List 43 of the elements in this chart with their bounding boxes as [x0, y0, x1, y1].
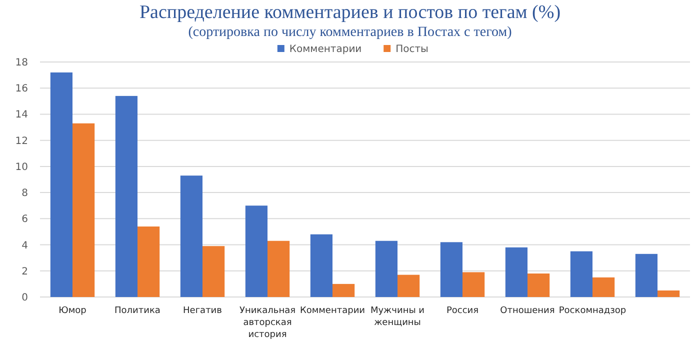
x-tick-label: Россия: [446, 306, 479, 316]
bar: [245, 206, 268, 297]
y-tick-label: 2: [22, 266, 28, 278]
y-tick-label: 4: [22, 240, 28, 252]
bar: [635, 254, 658, 297]
x-tick-label: Уникальная авторская история: [239, 306, 296, 340]
y-tick-label: 16: [15, 84, 28, 95]
bar: [658, 290, 680, 297]
x-tick-label: Негатив: [183, 306, 222, 316]
bar: [50, 72, 72, 297]
x-tick-label: Комментарии: [300, 306, 366, 316]
y-tick-label: 14: [15, 110, 28, 121]
bar: [72, 123, 95, 297]
bar: [528, 274, 550, 297]
x-tick-label: Роскомнадзор: [558, 306, 626, 316]
bar: [398, 274, 420, 297]
x-tick-label: Юмор: [58, 306, 87, 316]
bar: [375, 240, 398, 297]
chart-title: Распределение комментариев и постов по тегам (%): [139, 2, 561, 23]
y-tick-label: 12: [15, 136, 28, 147]
y-tick-label: 18: [15, 58, 28, 68]
bar: [268, 240, 290, 297]
x-tick-label: Отношения: [500, 306, 555, 316]
bar: [115, 96, 138, 297]
bar: [310, 234, 332, 297]
bar: [138, 226, 160, 297]
bar: [180, 176, 202, 297]
legend-label: Посты: [396, 44, 429, 55]
y-tick-label: 0: [22, 292, 28, 304]
bar: [332, 284, 355, 297]
chart-subtitle: (сортировка по числу комментариев в Постах с тегом): [188, 25, 512, 40]
y-tick-label: 8: [22, 188, 28, 200]
bar: [462, 272, 485, 297]
bar: [592, 277, 615, 297]
bar: [570, 251, 592, 297]
legend-label: Комментарии: [289, 44, 362, 55]
bar: [202, 246, 225, 297]
x-tick-label: Мужчины и женщины: [370, 306, 425, 328]
bar: [505, 247, 528, 297]
y-tick-label: 6: [22, 214, 28, 226]
x-tick-label: Политика: [114, 306, 160, 316]
bar: [440, 242, 462, 297]
y-tick-label: 10: [15, 162, 28, 173]
